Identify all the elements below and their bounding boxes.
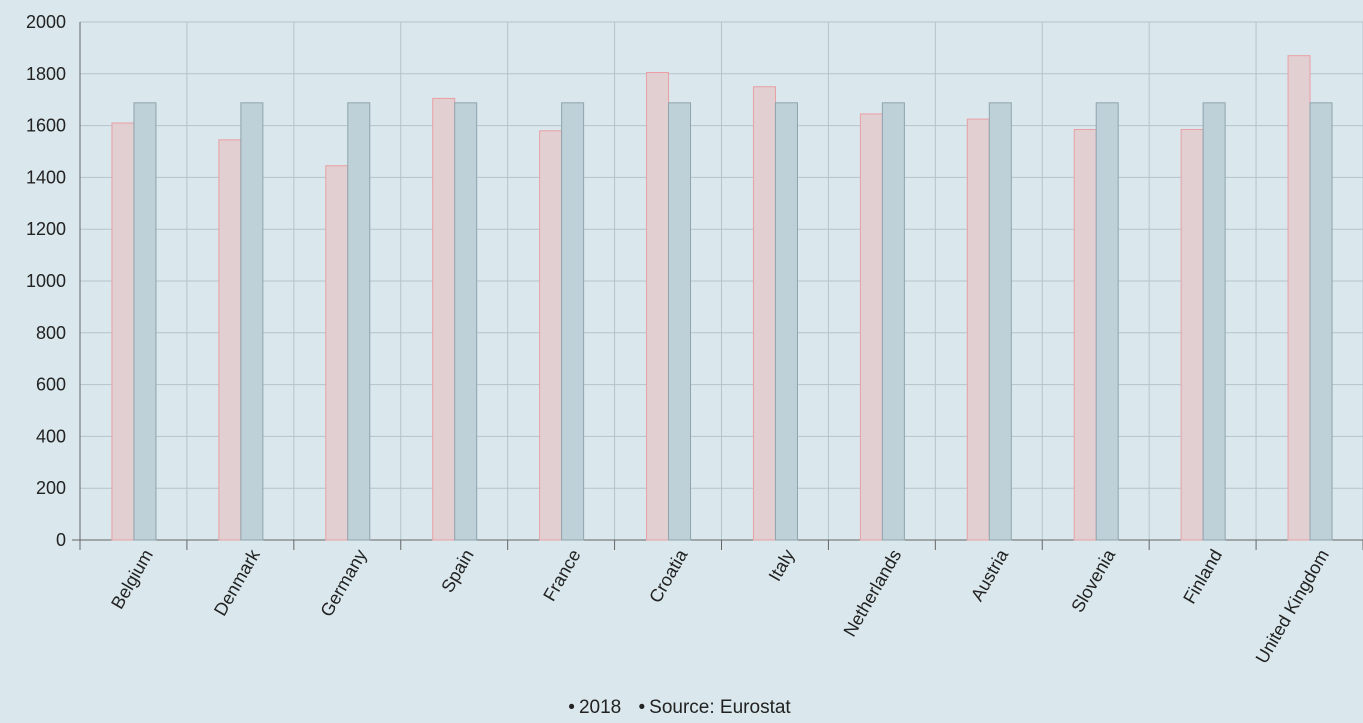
bar xyxy=(347,102,371,541)
x-tick-label: Slovenia xyxy=(1067,545,1119,616)
bar-chart: 0 200 400 600 800 1000 1200 1400 1600 1800 2000 Bel… xyxy=(26,12,1363,667)
x-tick-label: Netherlands xyxy=(839,546,905,640)
x-tick-label: Croatia xyxy=(645,545,692,606)
x-tick-label: Germany xyxy=(316,546,370,620)
y-tick-label: 0 xyxy=(56,530,66,550)
bar xyxy=(668,102,692,541)
bar xyxy=(881,102,905,541)
x-tick-label: Denmark xyxy=(210,545,264,619)
bar xyxy=(1202,102,1226,541)
bar xyxy=(454,102,478,541)
y-tick-label: 1600 xyxy=(26,116,66,136)
bar xyxy=(752,86,776,541)
bar xyxy=(111,122,135,541)
legend-label-2018: 2018 xyxy=(578,697,622,718)
bar xyxy=(561,102,585,541)
bar xyxy=(218,139,242,541)
bar xyxy=(966,118,990,541)
x-tick-label: Austria xyxy=(967,545,1013,604)
bar xyxy=(774,102,798,541)
x-tick-label: Finland xyxy=(1179,546,1226,607)
y-tick-label: 1000 xyxy=(26,271,66,291)
x-tick-label: Spain xyxy=(437,546,477,596)
bar xyxy=(133,102,157,541)
y-tick-label: 200 xyxy=(36,478,66,498)
bar xyxy=(1180,128,1204,541)
bar xyxy=(646,72,670,541)
bar xyxy=(859,113,883,541)
bar xyxy=(325,165,349,541)
x-tick-label: United Kingdom xyxy=(1252,546,1333,667)
y-tick-label: 600 xyxy=(36,375,66,395)
y-tick-label: 1400 xyxy=(26,167,66,187)
x-tick-label: Belgium xyxy=(107,546,157,612)
bar xyxy=(1095,102,1119,541)
bar xyxy=(432,97,456,541)
bar xyxy=(1309,102,1333,541)
bar xyxy=(240,102,264,541)
y-tick-label: 1800 xyxy=(26,64,66,84)
legend-label-source: Source: Eurostat xyxy=(649,697,791,718)
bar xyxy=(988,102,1012,541)
legend-item-source: • Source: Eurostat xyxy=(638,697,791,718)
y-tick-label: 2000 xyxy=(26,12,66,32)
bar xyxy=(1287,55,1311,541)
y-tick-label: 800 xyxy=(36,323,66,343)
y-tick-label: 1200 xyxy=(26,219,66,239)
bar xyxy=(539,130,563,541)
y-tick-label: 400 xyxy=(36,426,66,446)
legend-item-2018: • 2018 xyxy=(568,697,622,718)
bar xyxy=(1073,128,1097,541)
x-tick-label: Italy xyxy=(765,546,799,585)
legend: • 2018 • Source: Eurostat xyxy=(0,697,1363,719)
x-tick-label: France xyxy=(539,546,584,605)
